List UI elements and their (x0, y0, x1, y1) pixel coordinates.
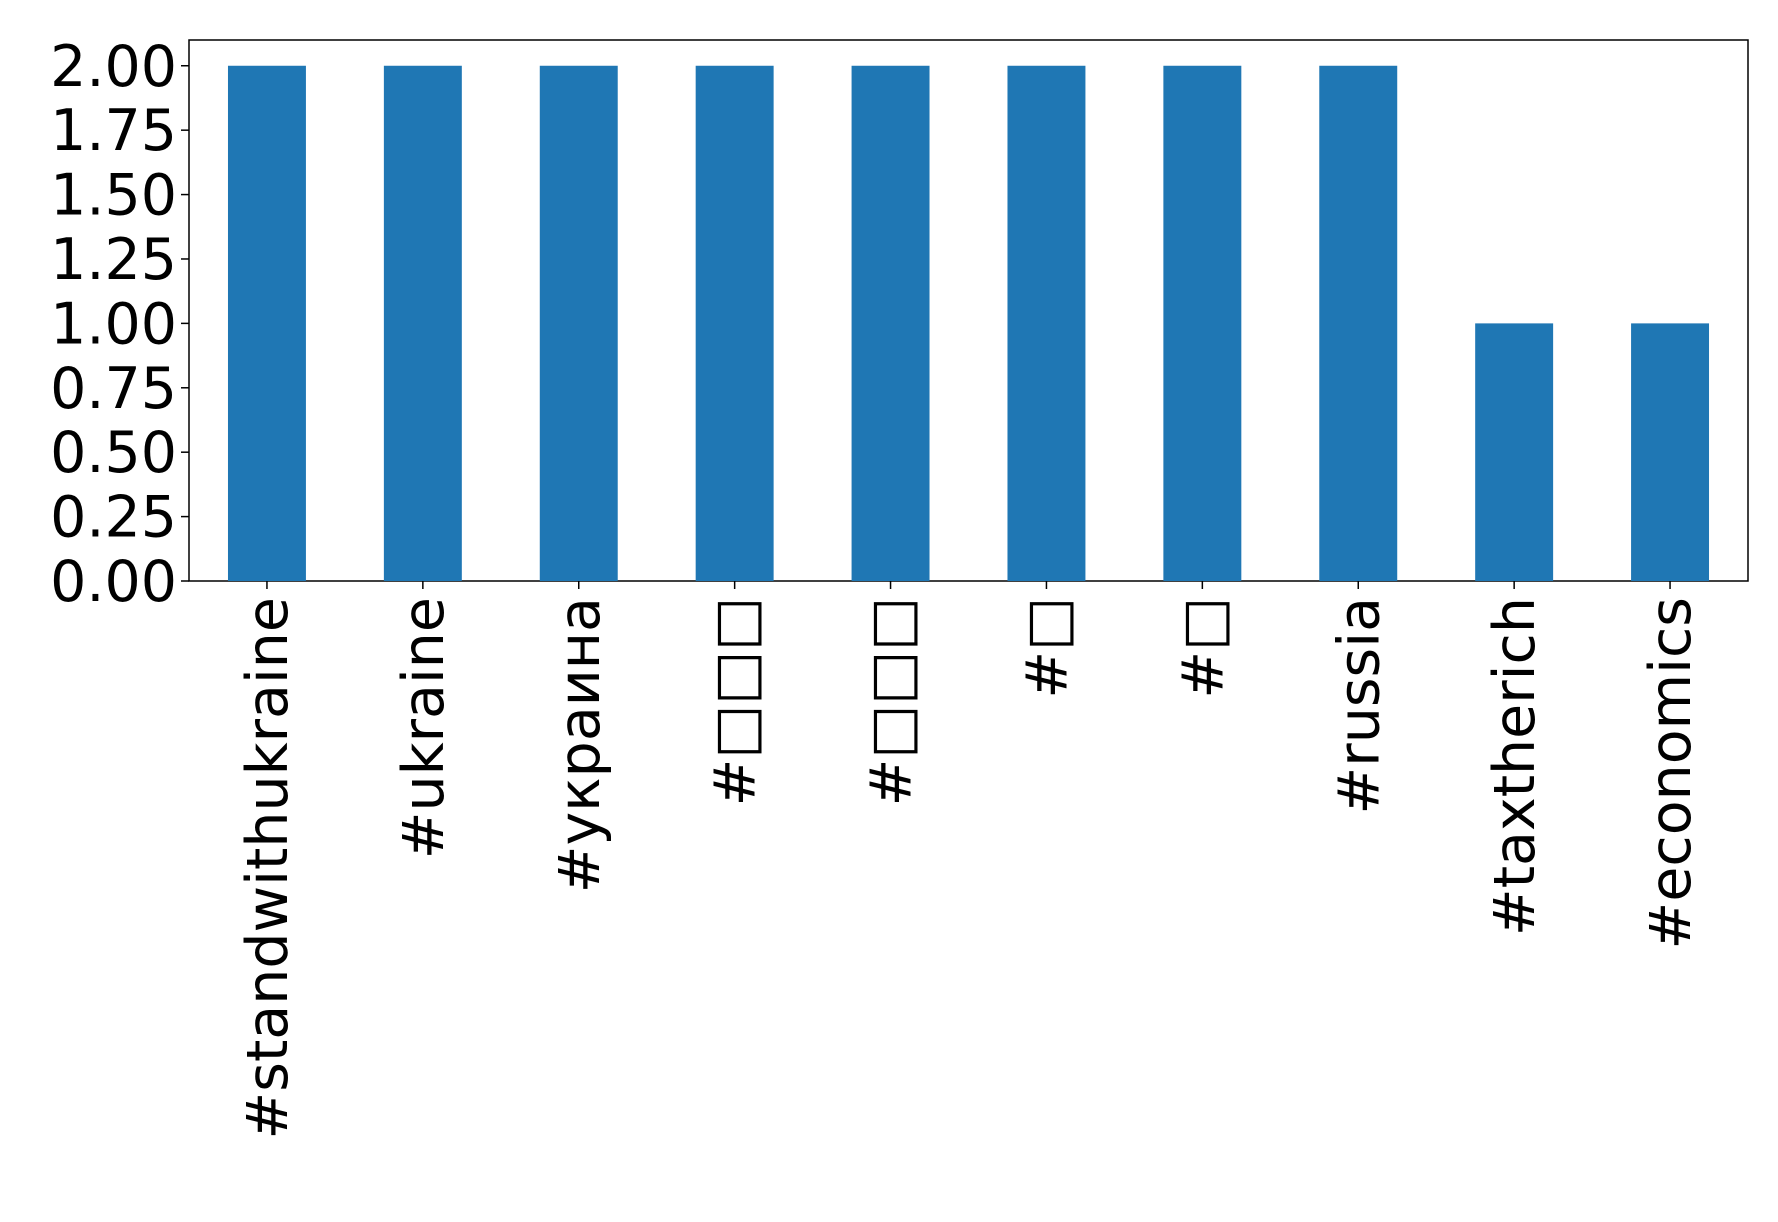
bar (1319, 65, 1398, 581)
bar (1475, 323, 1554, 581)
bar (1007, 65, 1086, 581)
y-tick-label: 0.50 (50, 420, 177, 486)
x-tick-label: #economics (1638, 597, 1704, 949)
y-tick-label: 1.25 (50, 227, 177, 293)
y-tick-label: 1.50 (50, 163, 177, 229)
x-tick-label: #standwithukraine (235, 597, 301, 1140)
bar (539, 65, 618, 581)
x-tick-label: #□□□ (859, 597, 925, 806)
y-tick-label: 0.75 (50, 356, 177, 422)
x-tick-label: #ukraine (391, 597, 457, 859)
bar (383, 65, 462, 581)
x-tick-label: #taxtherich (1482, 597, 1548, 936)
x-tick-label: #украина (547, 597, 613, 893)
y-tick-label: 2.00 (50, 34, 177, 100)
bar (851, 65, 930, 581)
bar (1163, 65, 1242, 581)
x-tick-label: #□ (1014, 597, 1080, 699)
bar (1631, 323, 1710, 581)
bar (227, 65, 306, 581)
x-tick-label: #russia (1326, 597, 1392, 814)
x-tick-label: #□ (1170, 597, 1236, 699)
y-tick-label: 1.00 (50, 291, 177, 357)
y-tick-label: 0.00 (50, 549, 177, 615)
y-tick-label: 1.75 (50, 98, 177, 164)
plot-frame (188, 39, 1749, 582)
bar (695, 65, 774, 581)
x-tick-label: #□□□ (703, 597, 769, 806)
y-tick-label: 0.25 (50, 485, 177, 551)
